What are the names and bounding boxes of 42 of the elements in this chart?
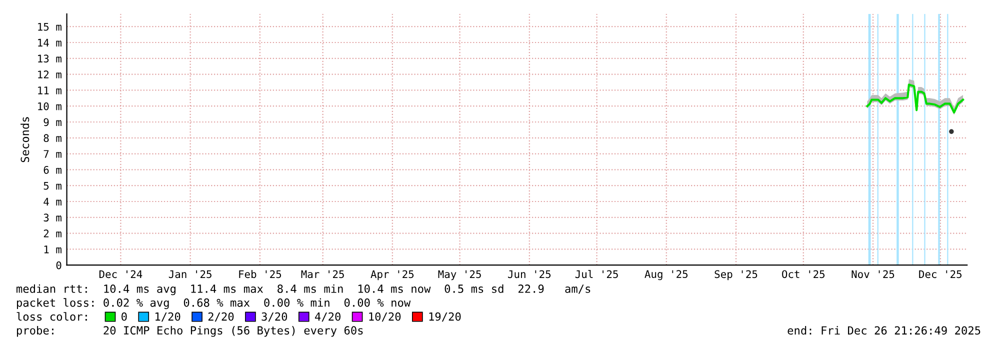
x-tick-label: Dec '24 xyxy=(99,270,142,278)
y-tick-label: 10 m xyxy=(38,102,62,110)
y-axis-title: Seconds xyxy=(20,117,30,162)
y-tick-label: 12 m xyxy=(38,70,62,78)
y-tick-label: 11 m xyxy=(38,86,62,94)
x-tick-label: Feb '25 xyxy=(239,270,282,278)
y-tick-label: 15 m xyxy=(38,22,62,31)
x-tick-label: May '25 xyxy=(438,270,481,280)
y-tick-label: 7 m xyxy=(44,150,62,158)
y-tick-label: 14 m xyxy=(38,38,62,46)
y-tick-label: 0 xyxy=(56,261,62,270)
text: end: Fri Dec 26 21:26:49 2025 xyxy=(788,326,980,335)
x-tick-label: Oct '25 xyxy=(782,270,825,278)
y-tick-label: 9 m xyxy=(44,118,62,126)
legend-label: 1/20 xyxy=(156,312,180,322)
x-tick-label: Mar '25 xyxy=(301,270,344,278)
legend-label: 10/20 xyxy=(369,312,401,322)
y-tick-label: 1 m xyxy=(44,246,62,254)
text: probe: 20 ICMP Echo Pings (56 Bytes) every 60s xyxy=(16,326,363,337)
x-tick-label: Aug '25 xyxy=(644,270,688,280)
x-tick-label: Jan '25 xyxy=(168,270,212,278)
y-tick-label: 2 m xyxy=(44,230,62,238)
x-tick-label: Jun '25 xyxy=(508,270,551,278)
y-tick-label: 6 m xyxy=(44,166,62,174)
text: median rtt: 10.4 ms avg 11.4 ms max 8.4 ms min 10.4 ms now 0.5 ms sd 22.9 am/s xyxy=(16,284,590,296)
y-tick-label: 8 m xyxy=(44,134,62,142)
text: packet loss: 0.02 % avg 0.68 % max 0.00 % min 0.00 % now xyxy=(16,298,411,310)
y-tick-label: 13 m xyxy=(38,54,62,63)
x-tick-label: Sep '25 xyxy=(714,270,758,280)
legend-label: 0 xyxy=(122,312,127,321)
y-tick-label: 5 m xyxy=(44,182,62,190)
legend-label: 2/20 xyxy=(208,312,234,322)
x-tick-label: Dec '25 xyxy=(919,270,962,278)
x-tick-label: Jul '25 xyxy=(575,270,618,278)
x-tick-label: Nov '25 xyxy=(852,270,894,278)
legend-label: 3/20 xyxy=(262,312,288,322)
y-tick-label: 3 m xyxy=(44,214,62,222)
y-tick-label: 4 m xyxy=(44,198,62,206)
legend-label: 4/20 xyxy=(314,312,340,322)
legend-label: 19/20 xyxy=(429,312,461,322)
x-tick-label: Apr '25 xyxy=(370,270,414,280)
text: loss color: xyxy=(16,312,87,321)
